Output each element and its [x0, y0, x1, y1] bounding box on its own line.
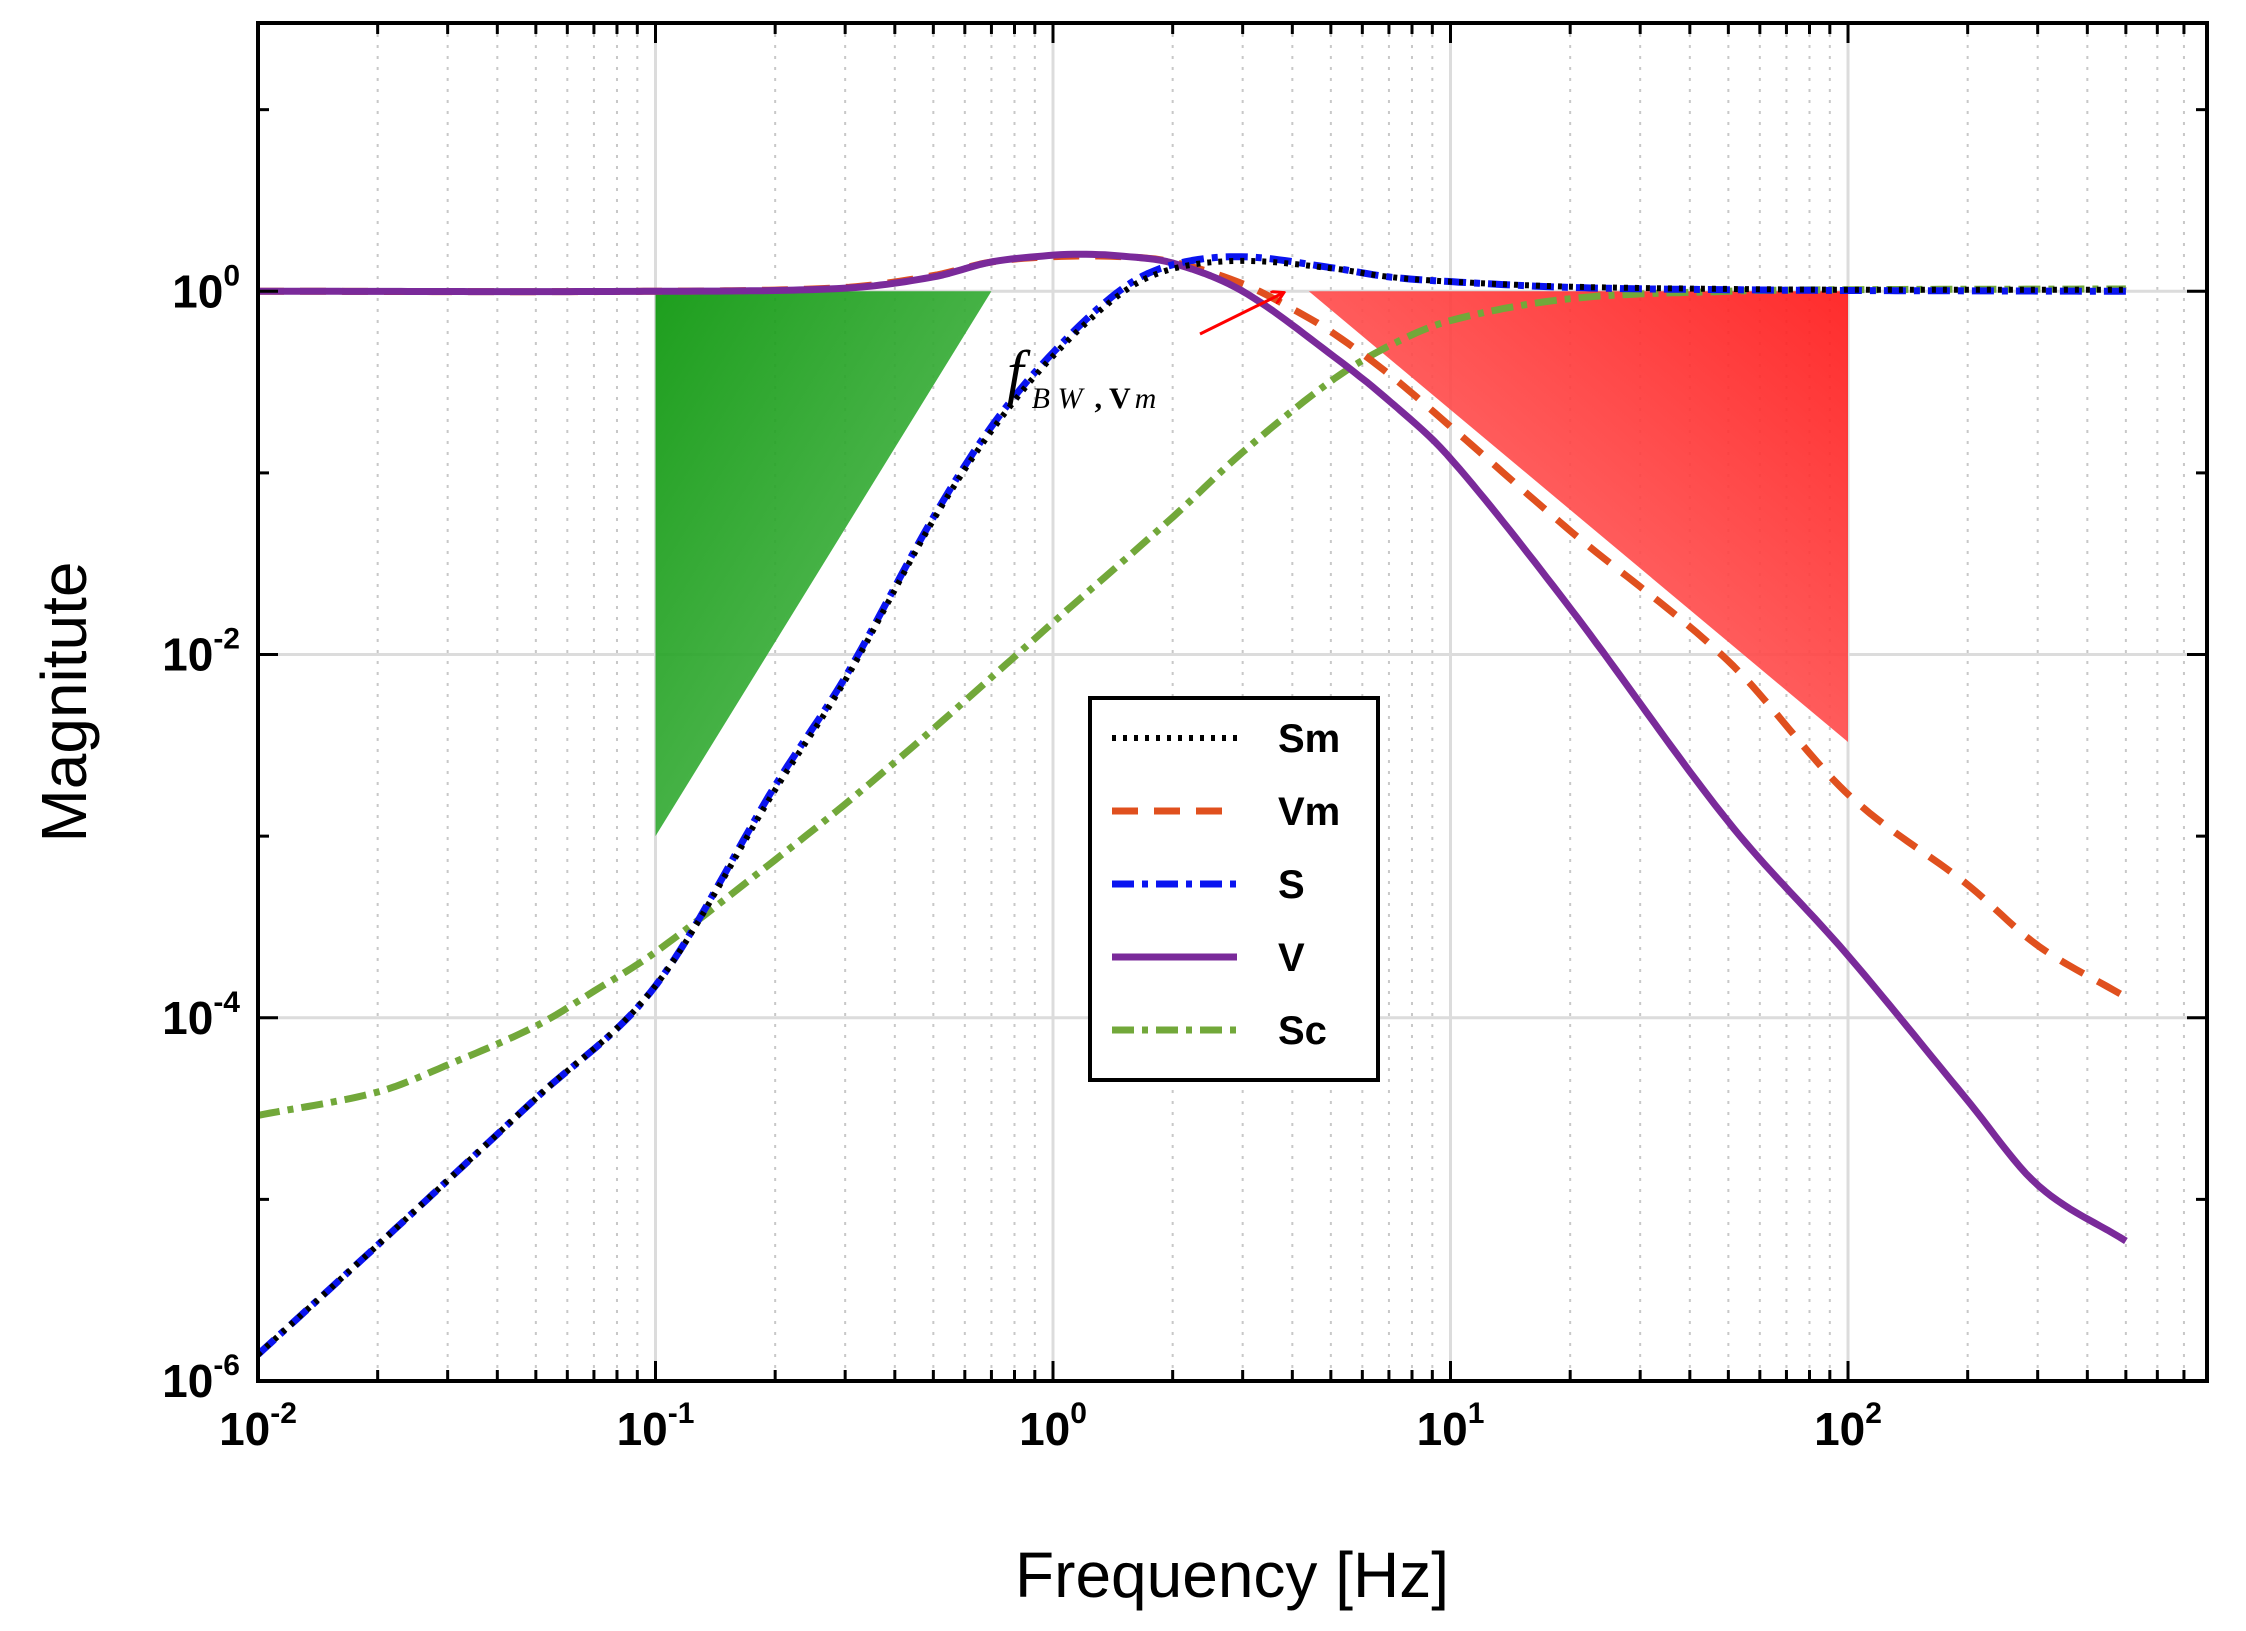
legend-label-v: V: [1278, 936, 1305, 980]
series-layer: [258, 250, 2128, 1358]
legend-label-vm: Vm: [1278, 790, 1340, 834]
axis-ticks: [256, 23, 2209, 1383]
x-tick-label: 102: [1814, 1397, 1882, 1455]
x-tick-label: 10-2: [219, 1397, 297, 1455]
y-tick-label-base: 10: [162, 992, 213, 1044]
high-frequency-region: [1308, 291, 1848, 742]
series-line-sm: [258, 257, 2126, 1357]
y-tick-label-base: 10: [172, 265, 223, 317]
y-tick-label-base: 10: [162, 629, 213, 681]
x-tick-label-base: 10: [1417, 1403, 1468, 1455]
x-tick-label-base: 10: [219, 1403, 270, 1455]
annotation-arrow: [1199, 293, 1283, 336]
annotation-label-tail: m: [1135, 382, 1157, 415]
y-tick-label-exponent: -4: [213, 986, 240, 1019]
x-tick-label-exponent: 1: [1468, 1397, 1485, 1430]
legend: Sm Vm SV Sc: [1088, 696, 1380, 1082]
y-tick-label: 10-4: [162, 986, 240, 1044]
x-axis-title: Frequency [Hz]: [1015, 1539, 1449, 1611]
legend-label-s: S: [1278, 863, 1305, 907]
x-tick-label-exponent: -2: [270, 1397, 297, 1430]
y-tick-label: 10-6: [162, 1349, 240, 1407]
x-tick-label-base: 10: [617, 1403, 668, 1455]
y-tick-label-exponent: 0: [223, 259, 240, 292]
x-tick-label: 10-1: [617, 1397, 695, 1455]
legend-label-sm: Sm: [1278, 717, 1340, 761]
y-tick-label: 10-2: [162, 623, 240, 681]
x-tick-label: 100: [1019, 1397, 1087, 1455]
annotation-label-sub: B W: [1032, 382, 1086, 415]
low-frequency-region: [655, 291, 992, 837]
y-tick-label-exponent: -2: [213, 623, 240, 656]
y-axis-title: Magnitute: [28, 561, 100, 842]
series-line-v: [258, 250, 2128, 1244]
y-tick-label-exponent: -6: [213, 1349, 240, 1382]
x-tick-label-exponent: -1: [668, 1397, 695, 1430]
x-tick-label: 101: [1417, 1397, 1485, 1455]
legend-label-sc: Sc: [1278, 1009, 1327, 1053]
x-tick-label-base: 10: [1814, 1403, 1865, 1455]
y-tick-label-base: 10: [162, 1355, 213, 1407]
x-tick-label-base: 10: [1019, 1403, 1070, 1455]
x-tick-label-exponent: 0: [1070, 1397, 1087, 1430]
shaded-regions: [655, 291, 1848, 837]
y-tick-label: 100: [172, 259, 240, 317]
plot-frame: [256, 21, 2209, 1383]
legend-box: [1088, 696, 1380, 1082]
x-tick-label-exponent: 2: [1865, 1397, 1882, 1430]
annotation-label-bold: , V: [1095, 382, 1131, 415]
